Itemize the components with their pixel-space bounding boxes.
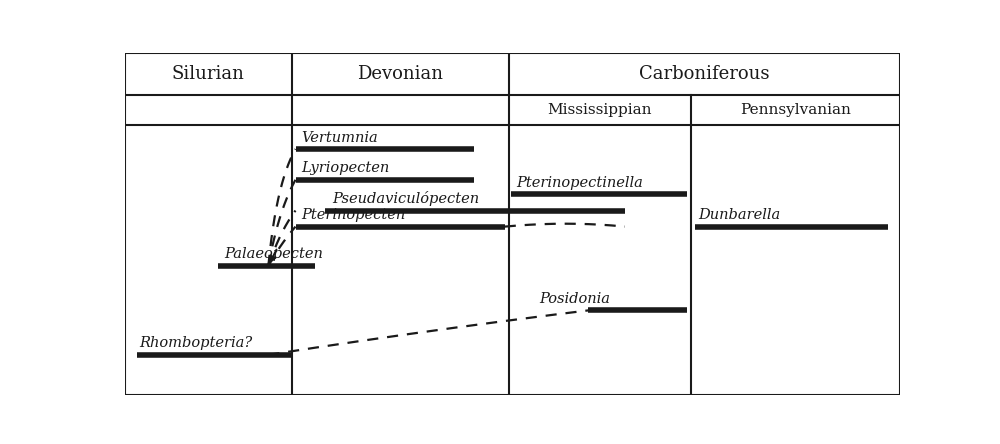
- Text: Pennsylvanian: Pennsylvanian: [740, 103, 851, 117]
- Text: Devonian: Devonian: [357, 65, 443, 83]
- Text: Pseudaviculópecten: Pseudaviculópecten: [333, 191, 480, 206]
- Text: Palaeopecten: Palaeopecten: [224, 247, 323, 262]
- Text: Vertumnia: Vertumnia: [302, 131, 378, 145]
- Text: Pterinopecten: Pterinopecten: [302, 208, 406, 222]
- Text: Dunbarella: Dunbarella: [698, 208, 781, 222]
- Text: Lyriopecten: Lyriopecten: [302, 161, 390, 175]
- Text: Silurian: Silurian: [172, 65, 245, 83]
- Text: Pterinopectinella: Pterinopectinella: [516, 176, 643, 190]
- Text: Posidonia: Posidonia: [540, 292, 611, 306]
- Text: Carboniferous: Carboniferous: [639, 65, 770, 83]
- Text: Rhombopteria?: Rhombopteria?: [139, 337, 252, 350]
- Text: Mississippian: Mississippian: [547, 103, 652, 117]
